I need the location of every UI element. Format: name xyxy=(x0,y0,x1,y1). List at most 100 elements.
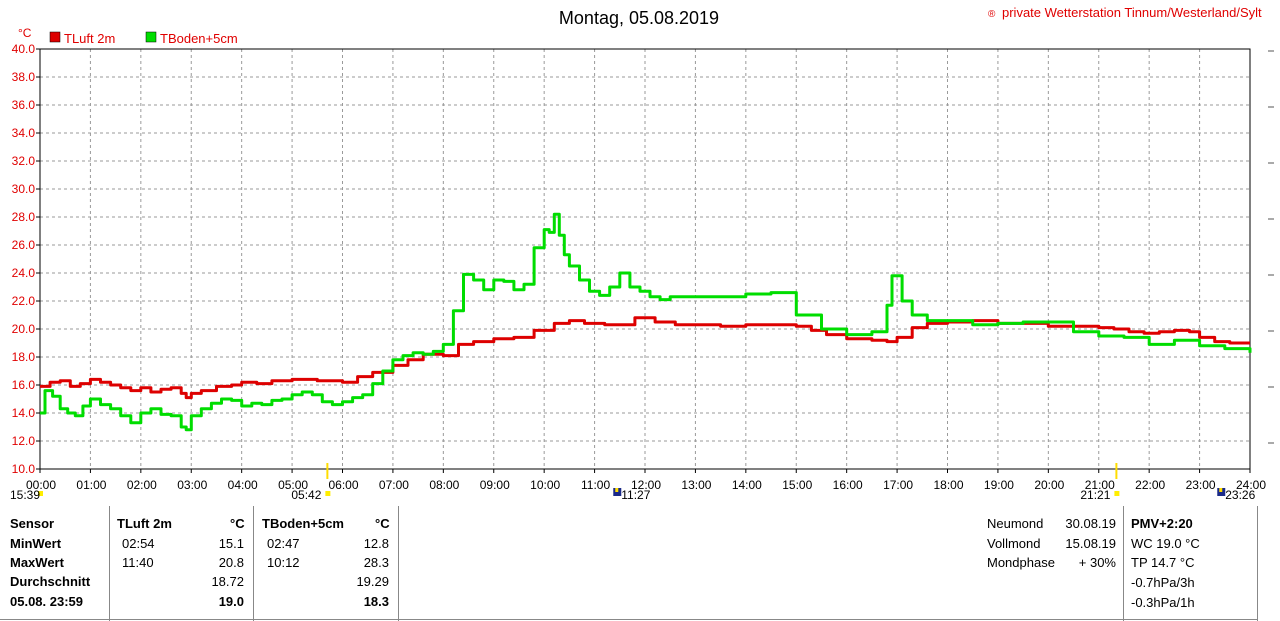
tluft-min-value: 15.1 xyxy=(218,536,244,551)
y-tick-label: 28.0 xyxy=(12,210,36,224)
legend-label: TBoden+5cm xyxy=(160,31,238,46)
tboden-max-value: 28.3 xyxy=(363,555,389,570)
y-tick-label: 10.0 xyxy=(12,462,36,476)
y-tick-label: 22.0 xyxy=(12,294,36,308)
plot-area: 10.0 12.0 14.0 16.0 18.0 20.0 22.0 24.0 26.0 28.0… xyxy=(10,42,1266,502)
current-time-label: 05.08. 23:59 xyxy=(10,594,84,609)
sun-marker-dot xyxy=(325,491,331,496)
y-tick-label: 30.0 xyxy=(12,182,36,196)
mondphase-value: + 30% xyxy=(1078,555,1116,570)
y-tick-label: 34.0 xyxy=(12,126,36,140)
tboden-current-value: 18.3 xyxy=(363,594,389,609)
divider xyxy=(253,506,254,621)
vollmond-value: 15.08.19 xyxy=(1065,536,1116,551)
x-tick-label: 19:00 xyxy=(984,478,1014,492)
y-tick-label: 12.0 xyxy=(12,434,36,448)
marker-time-label: 15:39 xyxy=(10,488,40,502)
tluft-current-value: 19.0 xyxy=(218,594,244,609)
neumond-label: Neumond xyxy=(987,516,1044,531)
minwert-label: MinWert xyxy=(10,536,62,551)
tluft-unit-header: °C xyxy=(230,516,245,531)
x-tick-label: 02:00 xyxy=(127,478,157,492)
y-tick-label: 26.0 xyxy=(12,238,36,252)
moon-marker-icon xyxy=(1219,488,1223,492)
x-tick-label: 24:00 xyxy=(1236,478,1266,492)
y-tick-label: 38.0 xyxy=(12,70,36,84)
statistics-panel: Sensor TLuft 2m °C TBoden+5cm °C MinWert… xyxy=(0,506,1258,621)
x-tick-label: 08:00 xyxy=(429,478,459,492)
tluft-max-value: 20.8 xyxy=(218,555,244,570)
marker-time-label: 23:26 xyxy=(1225,488,1255,502)
x-tick-label: 09:00 xyxy=(480,478,510,492)
x-tick-label: 14:00 xyxy=(732,478,762,492)
pmv-title: PMV+2:20 xyxy=(1131,516,1193,531)
divider xyxy=(398,506,399,621)
tboden-unit-header: °C xyxy=(375,516,390,531)
tboden-max-time: 10:12 xyxy=(267,555,300,570)
durchschnitt-label: Durchschnitt xyxy=(10,574,91,589)
x-tick-label: 07:00 xyxy=(379,478,409,492)
x-tick-label: 17:00 xyxy=(883,478,913,492)
sun-marker-dot xyxy=(38,491,43,496)
sun-marker-dot xyxy=(1114,491,1120,496)
dewpoint-value: TP 14.7 °C xyxy=(1131,555,1195,570)
legend-swatch xyxy=(145,31,157,43)
y-unit-label: °C xyxy=(18,26,32,40)
copyright-text: private Wetterstation Tinnum/Westerland/… xyxy=(1002,5,1262,20)
maxwert-label: MaxWert xyxy=(10,555,64,570)
x-tick-label: 00:00 xyxy=(26,478,56,492)
chart-title: Montag, 05.08.2019 xyxy=(559,8,719,28)
legend-swatch xyxy=(49,31,61,43)
y-tick-label: 18.0 xyxy=(12,350,36,364)
sensor-header: Sensor xyxy=(10,516,55,531)
tboden-min-value: 12.8 xyxy=(363,536,389,551)
tboden-header: TBoden+5cm xyxy=(262,516,344,531)
x-tick-label: 23:00 xyxy=(1186,478,1216,492)
divider xyxy=(1123,506,1124,621)
legend-label: TLuft 2m xyxy=(64,31,115,46)
x-tick-label: 11:00 xyxy=(581,478,610,492)
x-tick-label: 22:00 xyxy=(1135,478,1165,492)
tboden-avg-value: 19.29 xyxy=(356,574,389,589)
x-tick-label: 06:00 xyxy=(328,478,358,492)
marker-time-label: 05:42 xyxy=(291,488,321,502)
y-tick-label: 32.0 xyxy=(12,154,36,168)
x-tick-label: 21:00 xyxy=(1085,478,1115,492)
pressure-trend-1h: -0.3hPa/1h xyxy=(1131,595,1195,610)
x-tick-label: 13:00 xyxy=(681,478,711,492)
marker-time-label: 11:27 xyxy=(621,488,650,502)
x-tick-label: 15:00 xyxy=(782,478,812,492)
tluft-min-time: 02:54 xyxy=(122,536,155,551)
y-tick-label: 36.0 xyxy=(12,98,36,112)
tluft-avg-value: 18.72 xyxy=(211,574,244,589)
divider xyxy=(1257,506,1258,621)
divider xyxy=(0,619,1258,620)
copyright-mark: ® xyxy=(988,9,996,20)
divider xyxy=(109,506,110,621)
y-tick-label: 14.0 xyxy=(12,406,36,420)
neumond-value: 30.08.19 xyxy=(1065,516,1116,531)
tluft-header: TLuft 2m xyxy=(117,516,172,531)
tboden-min-time: 02:47 xyxy=(267,536,300,551)
legend: TLuft 2m TBoden+5cm xyxy=(49,31,238,46)
vollmond-label: Vollmond xyxy=(987,536,1041,551)
y-tick-label: 40.0 xyxy=(12,42,36,56)
x-tick-label: 10:00 xyxy=(530,478,560,492)
x-tick-label: 12:00 xyxy=(631,478,661,492)
x-tick-label: 01:00 xyxy=(76,478,106,492)
y-tick-label: 24.0 xyxy=(12,266,36,280)
y-tick-label: 20.0 xyxy=(12,322,36,336)
series-line-tboden xyxy=(40,212,1252,432)
y-tick-label: 16.0 xyxy=(12,378,36,392)
x-tick-label: 20:00 xyxy=(1034,478,1064,492)
svg-text:® private Wetterstation Ti: ® private Wetterstation Tinnum/Westerlan… xyxy=(988,5,1262,20)
right-edge-ticks xyxy=(1268,50,1274,444)
x-tick-label: 18:00 xyxy=(933,478,963,492)
x-tick-label: 16:00 xyxy=(833,478,863,492)
temperature-chart: Montag, 05.08.2019 ® private Wetterstati… xyxy=(10,5,1274,502)
mondphase-label: Mondphase xyxy=(987,555,1055,570)
x-tick-label: 05:00 xyxy=(278,478,308,492)
x-tick-label: 03:00 xyxy=(177,478,207,492)
moon-marker-icon xyxy=(615,488,619,492)
pressure-trend-3h: -0.7hPa/3h xyxy=(1131,575,1195,590)
